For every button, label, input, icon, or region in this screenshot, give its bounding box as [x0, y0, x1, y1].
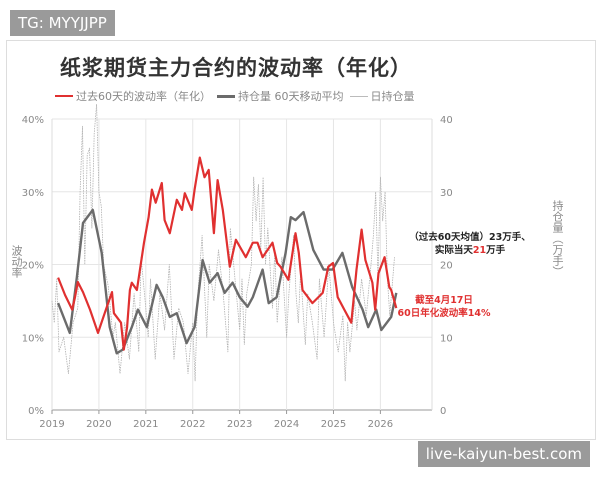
- y2-tick-label: 10: [440, 333, 453, 344]
- watermark-top: TG: MYYJJPP: [10, 10, 115, 36]
- series-volatility-line: [57, 156, 398, 351]
- chart-title: 纸浆期货主力合约的波动率（年化）: [60, 56, 412, 80]
- x-tick-label: 2019: [39, 419, 64, 430]
- vol-annotation-line2: 60日年化波动率14%: [397, 308, 491, 319]
- vol-annotation-line1: 截至4月17日: [415, 295, 473, 306]
- legend-swatch-vol: [55, 95, 73, 97]
- x-tick-label: 2026: [368, 419, 393, 430]
- legend-label-vol: 过去60天的波动率（年化）: [76, 90, 211, 103]
- oi-annotation-post: 万手: [486, 245, 506, 256]
- y-tick-label: 40%: [22, 115, 44, 126]
- legend-label-ma: 持仓量 60天移动平均: [238, 90, 344, 103]
- oi-annotation-num: 21: [472, 245, 487, 256]
- y-tick-label: 20%: [22, 261, 44, 272]
- y2-tick-label: 40: [440, 115, 453, 126]
- legend-label-daily: 日持仓量: [370, 90, 415, 103]
- legend-item-daily: 日持仓量: [349, 88, 415, 104]
- vol-annotation: 截至4月17日 60日年化波动率14%: [394, 294, 494, 320]
- oi-annotation: （过去60天均值）23万手、 实际当天21万手: [395, 231, 545, 257]
- x-tick-label: 2024: [274, 419, 299, 430]
- oi-annotation-line2: 实际当天21万手: [395, 244, 545, 257]
- oi-annotation-pre: 实际当天: [434, 245, 473, 256]
- y-tick-label: 10%: [22, 333, 44, 344]
- y2-tick-label: 20: [440, 261, 453, 272]
- y2-tick-label: 0: [440, 406, 446, 417]
- series-oi-ma-line: [56, 208, 398, 355]
- x-tick-label: 2021: [133, 419, 158, 430]
- y-tick-label: 30%: [22, 188, 44, 199]
- legend: 过去60天的波动率（年化） 持仓量 60天移动平均 日持仓量: [55, 88, 415, 104]
- legend-item-ma: 持仓量 60天移动平均: [217, 88, 344, 104]
- series-oi-daily-line: [51, 104, 395, 382]
- chart-panel: [6, 40, 596, 440]
- watermark-bottom: live-kaiyun-best.com: [417, 441, 590, 467]
- legend-item-vol: 过去60天的波动率（年化）: [55, 88, 211, 104]
- oi-annotation-line1: （过去60天均值）23万手、: [409, 232, 531, 243]
- x-tick-label: 2020: [86, 419, 111, 430]
- legend-swatch-daily: [349, 95, 368, 97]
- y2-tick-label: 30: [440, 188, 453, 199]
- legend-swatch-ma: [217, 94, 235, 98]
- y-tick-label: 0%: [28, 406, 44, 417]
- y-axis-label: 波动率: [10, 245, 23, 278]
- x-tick-label: 2022: [180, 419, 205, 430]
- x-tick-label: 2025: [321, 419, 346, 430]
- y2-axis-label: 持仓量（万手）: [551, 200, 564, 277]
- x-tick-label: 2023: [227, 419, 252, 430]
